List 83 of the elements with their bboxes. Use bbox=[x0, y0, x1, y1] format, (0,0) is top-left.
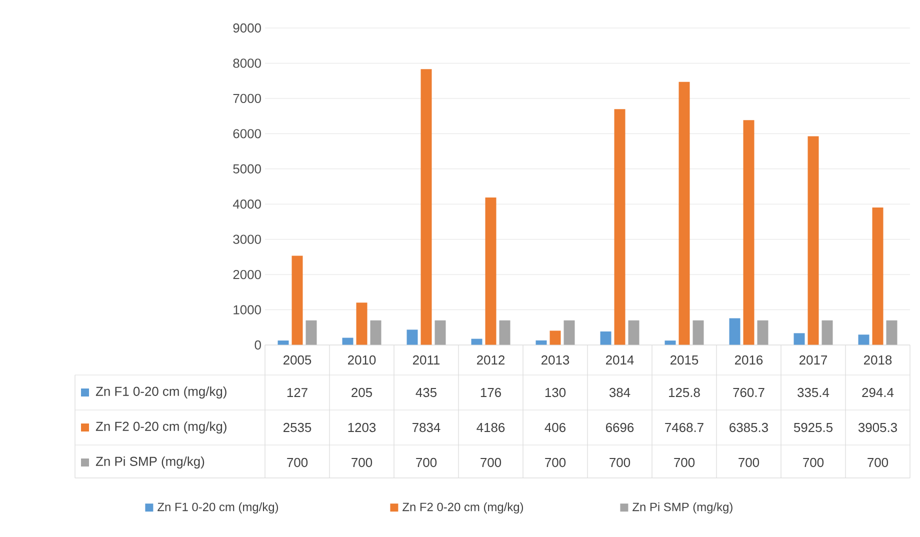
bar bbox=[808, 136, 819, 345]
bar bbox=[485, 198, 496, 345]
x-tick-label: 2005 bbox=[284, 355, 312, 365]
bar bbox=[822, 320, 833, 345]
legend-label: Zn F2 0-20 cm (mg/kg) bbox=[96, 421, 226, 434]
y-tick-label: 0 bbox=[254, 340, 261, 350]
y-tick-label: 7000 bbox=[233, 94, 261, 104]
bar bbox=[292, 256, 303, 345]
bar bbox=[614, 109, 626, 345]
x-tick-label: 2017 bbox=[800, 355, 827, 365]
y-tick-label: 2000 bbox=[233, 270, 261, 280]
data-label: 700 bbox=[352, 458, 372, 468]
data-label: 6385.3 bbox=[730, 422, 768, 432]
x-tick-label: 2010 bbox=[348, 355, 376, 365]
y-tick-label: 8000 bbox=[233, 58, 261, 68]
text: Zn F2 0-20 cm (mg/kg) bbox=[402, 502, 524, 514]
bar bbox=[342, 338, 354, 345]
bar bbox=[306, 320, 317, 345]
data-label: 5925.5 bbox=[794, 422, 833, 432]
data-label: 127 bbox=[287, 388, 308, 398]
x-tick-label: 2012 bbox=[477, 355, 504, 365]
data-label: 7834 bbox=[412, 422, 440, 432]
y-tick-label: 4000 bbox=[232, 200, 261, 209]
data-label: 335.4 bbox=[798, 388, 830, 398]
bar bbox=[550, 330, 561, 345]
bar bbox=[356, 302, 368, 345]
x-tick-label: 2016 bbox=[735, 355, 763, 365]
data-label: 760.7 bbox=[733, 388, 764, 398]
data-label: 700 bbox=[674, 458, 695, 468]
legend-label: Zn F1 0-20 cm (mg/kg) bbox=[96, 386, 226, 399]
bar bbox=[678, 82, 690, 345]
data-label: 435 bbox=[416, 388, 437, 398]
bar bbox=[628, 320, 640, 345]
data-label: 3905.3 bbox=[858, 422, 897, 432]
data-label: 7468.7 bbox=[665, 422, 704, 432]
text: Zn F1 0-20 cm (mg/kg) bbox=[158, 502, 278, 514]
data-label: 700 bbox=[803, 458, 824, 468]
data-label: 130 bbox=[545, 388, 566, 398]
bar bbox=[370, 320, 382, 345]
bar bbox=[872, 207, 884, 345]
bar bbox=[858, 334, 870, 345]
data-label: 700 bbox=[287, 458, 308, 468]
bar bbox=[434, 320, 446, 345]
bar bbox=[406, 330, 418, 345]
data-label: 6696 bbox=[606, 422, 634, 432]
x-tick-label: 2013 bbox=[542, 355, 570, 365]
bar bbox=[794, 333, 805, 345]
data-label: 700 bbox=[868, 458, 888, 468]
data-label: 700 bbox=[610, 458, 630, 468]
data-label: 700 bbox=[545, 458, 566, 468]
data-label: 2535 bbox=[284, 422, 312, 432]
y-tick-label: 1000 bbox=[234, 305, 261, 314]
data-label: 4186 bbox=[476, 422, 505, 432]
data-label: 205 bbox=[352, 388, 372, 398]
bar bbox=[729, 318, 740, 345]
data-label: 1203 bbox=[348, 422, 376, 432]
bar bbox=[564, 320, 575, 345]
bar bbox=[757, 320, 768, 345]
bar bbox=[886, 320, 898, 345]
bar bbox=[692, 320, 704, 345]
bar bbox=[420, 69, 432, 345]
data-label: 700 bbox=[738, 458, 760, 468]
data-label: 125.8 bbox=[669, 388, 700, 398]
x-tick-label: 2014 bbox=[606, 355, 634, 365]
bar bbox=[499, 320, 510, 345]
y-tick-label: 5000 bbox=[233, 164, 261, 174]
data-label: 406 bbox=[544, 422, 566, 432]
data-label: 176 bbox=[480, 388, 501, 398]
data-label: 294.4 bbox=[862, 388, 894, 398]
bar bbox=[600, 331, 612, 345]
data-label: 384 bbox=[609, 388, 630, 398]
data-label: 700 bbox=[416, 458, 437, 468]
data-label: 700 bbox=[480, 458, 502, 468]
legend-label: Zn Pi SMP (mg/kg) bbox=[96, 456, 204, 469]
y-tick-label: 9000 bbox=[233, 23, 261, 33]
bar bbox=[664, 340, 676, 345]
text: Zn Pi SMP (mg/kg) bbox=[632, 502, 732, 514]
x-tick-label: 2015 bbox=[670, 355, 698, 365]
x-tick-label: 2011 bbox=[412, 355, 440, 365]
x-tick-label: 2018 bbox=[864, 355, 892, 365]
y-tick-label: 3000 bbox=[233, 234, 261, 244]
bar bbox=[743, 120, 754, 345]
y-tick-label: 6000 bbox=[233, 129, 261, 138]
